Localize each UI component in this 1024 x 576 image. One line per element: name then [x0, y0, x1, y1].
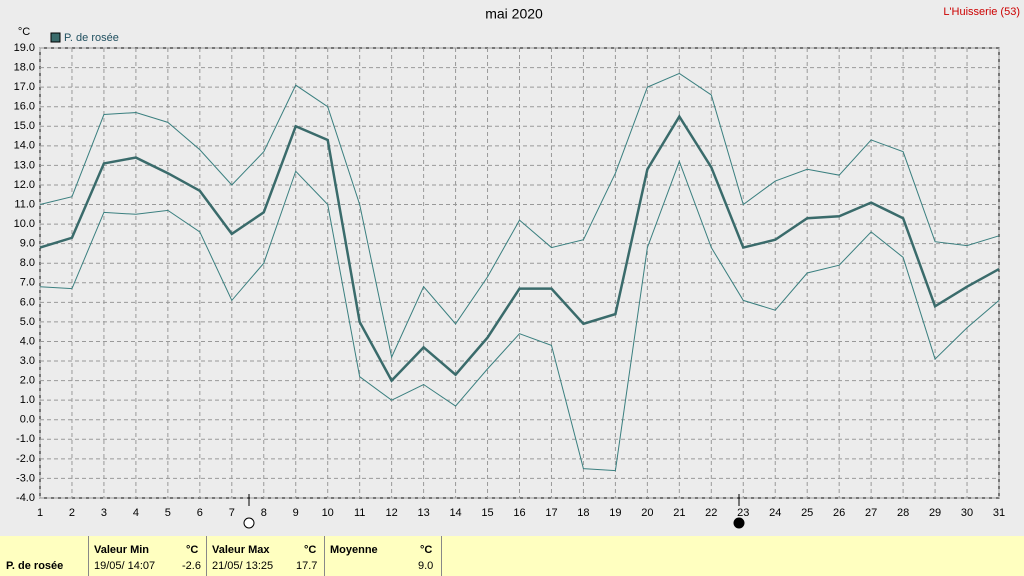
- row-label: P. de rosée: [6, 560, 64, 572]
- when: 19/05/ 14:07: [94, 560, 156, 572]
- x-tick-label: 18: [577, 507, 589, 519]
- y-tick-label: 18.0: [14, 61, 35, 73]
- x-tick-label: 12: [386, 507, 398, 519]
- x-tick-label: 5: [165, 507, 171, 519]
- y-tick-label: 9.0: [20, 238, 35, 250]
- value: -2.6: [182, 560, 201, 572]
- series-line: [39, 114, 1000, 383]
- x-tick-label: 3: [101, 507, 107, 519]
- y-unit: °C: [18, 26, 30, 38]
- y-tick-label: 13.0: [14, 159, 35, 171]
- x-tick-label: 23: [737, 507, 749, 519]
- x-tick-label: 28: [897, 507, 909, 519]
- y-tick-label: 10.0: [14, 218, 35, 230]
- y-tick-label: -4.0: [16, 492, 35, 504]
- unit: °C: [186, 544, 199, 556]
- series-line: [39, 160, 1000, 472]
- y-tick-label: 19.0: [14, 42, 35, 54]
- x-tick-label: 7: [229, 507, 235, 519]
- x-tick-label: 24: [769, 507, 781, 519]
- y-tick-label: 4.0: [20, 335, 35, 347]
- y-tick-label: 15.0: [14, 120, 35, 132]
- x-tick-label: 14: [449, 507, 461, 519]
- x-tick-label: 2: [69, 507, 75, 519]
- value: 9.0: [418, 560, 434, 572]
- summary-table: P. de rosée Valeur Min °C 19/05/ 14:07 -…: [0, 536, 1024, 576]
- x-tick-label: 21: [673, 507, 685, 519]
- x-tick-label: 11: [354, 507, 365, 519]
- x-tick-label: 16: [513, 507, 525, 519]
- x-tick-label: 20: [641, 507, 653, 519]
- y-tick-label: 2.0: [20, 375, 35, 387]
- y-tick-label: 1.0: [20, 394, 35, 406]
- y-tick-label: 8.0: [20, 257, 35, 269]
- header: Valeur Max: [212, 544, 270, 556]
- y-tick-label: 3.0: [20, 355, 35, 367]
- x-tick-label: 17: [545, 507, 557, 519]
- x-tick-label: 30: [961, 507, 973, 519]
- location: L'Huisserie (53): [943, 6, 1020, 18]
- x-tick-label: 8: [261, 507, 267, 519]
- x-tick-label: 25: [801, 507, 813, 519]
- moon-full: [243, 517, 255, 529]
- unit: °C: [304, 544, 317, 556]
- y-tick-label: -2.0: [16, 453, 35, 465]
- series-line: [39, 72, 1000, 359]
- y-tick-label: 17.0: [14, 81, 35, 93]
- x-tick-label: 26: [833, 507, 845, 519]
- x-tick-label: 27: [865, 507, 877, 519]
- y-tick-label: -1.0: [16, 433, 35, 445]
- header: Moyenne: [330, 544, 378, 556]
- unit: °C: [420, 544, 433, 556]
- x-tick-label: 10: [322, 507, 334, 519]
- x-tick-label: 13: [417, 507, 429, 519]
- x-tick-label: 29: [929, 507, 941, 519]
- y-tick-label: 6.0: [20, 296, 35, 308]
- y-tick-label: 14.0: [14, 140, 35, 152]
- y-tick-label: 16.0: [14, 101, 35, 113]
- chart: mai 2020 L'Huisserie (53) °C -4.0 -3.0 -2.…: [14, 6, 1020, 529]
- x-tick-label: 6: [197, 507, 203, 519]
- x-tick-label: 9: [293, 507, 299, 519]
- value: 17.7: [296, 560, 318, 572]
- header: Valeur Min: [94, 544, 150, 556]
- chart-title: mai 2020: [485, 6, 543, 22]
- legend-label: P. de rosée: [64, 32, 119, 44]
- y-tick-label: 0.0: [20, 414, 35, 426]
- y-tick-label: 11.0: [14, 198, 35, 210]
- x-tick-label: 22: [705, 507, 717, 519]
- moon-new: [733, 517, 745, 529]
- y-tick-label: 7.0: [20, 277, 35, 289]
- x-tick-label: 31: [993, 507, 1005, 519]
- y-tick-label: -3.0: [16, 472, 35, 484]
- x-tick-label: 15: [481, 507, 493, 519]
- x-tick-label: 1: [37, 507, 43, 519]
- y-tick-label: 5.0: [20, 316, 35, 328]
- when: 21/05/ 13:25: [212, 560, 274, 572]
- x-tick-label: 19: [609, 507, 621, 519]
- y-tick-label: 12.0: [14, 179, 35, 191]
- legend-swatch: [50, 32, 61, 43]
- x-tick-label: 4: [133, 507, 139, 519]
